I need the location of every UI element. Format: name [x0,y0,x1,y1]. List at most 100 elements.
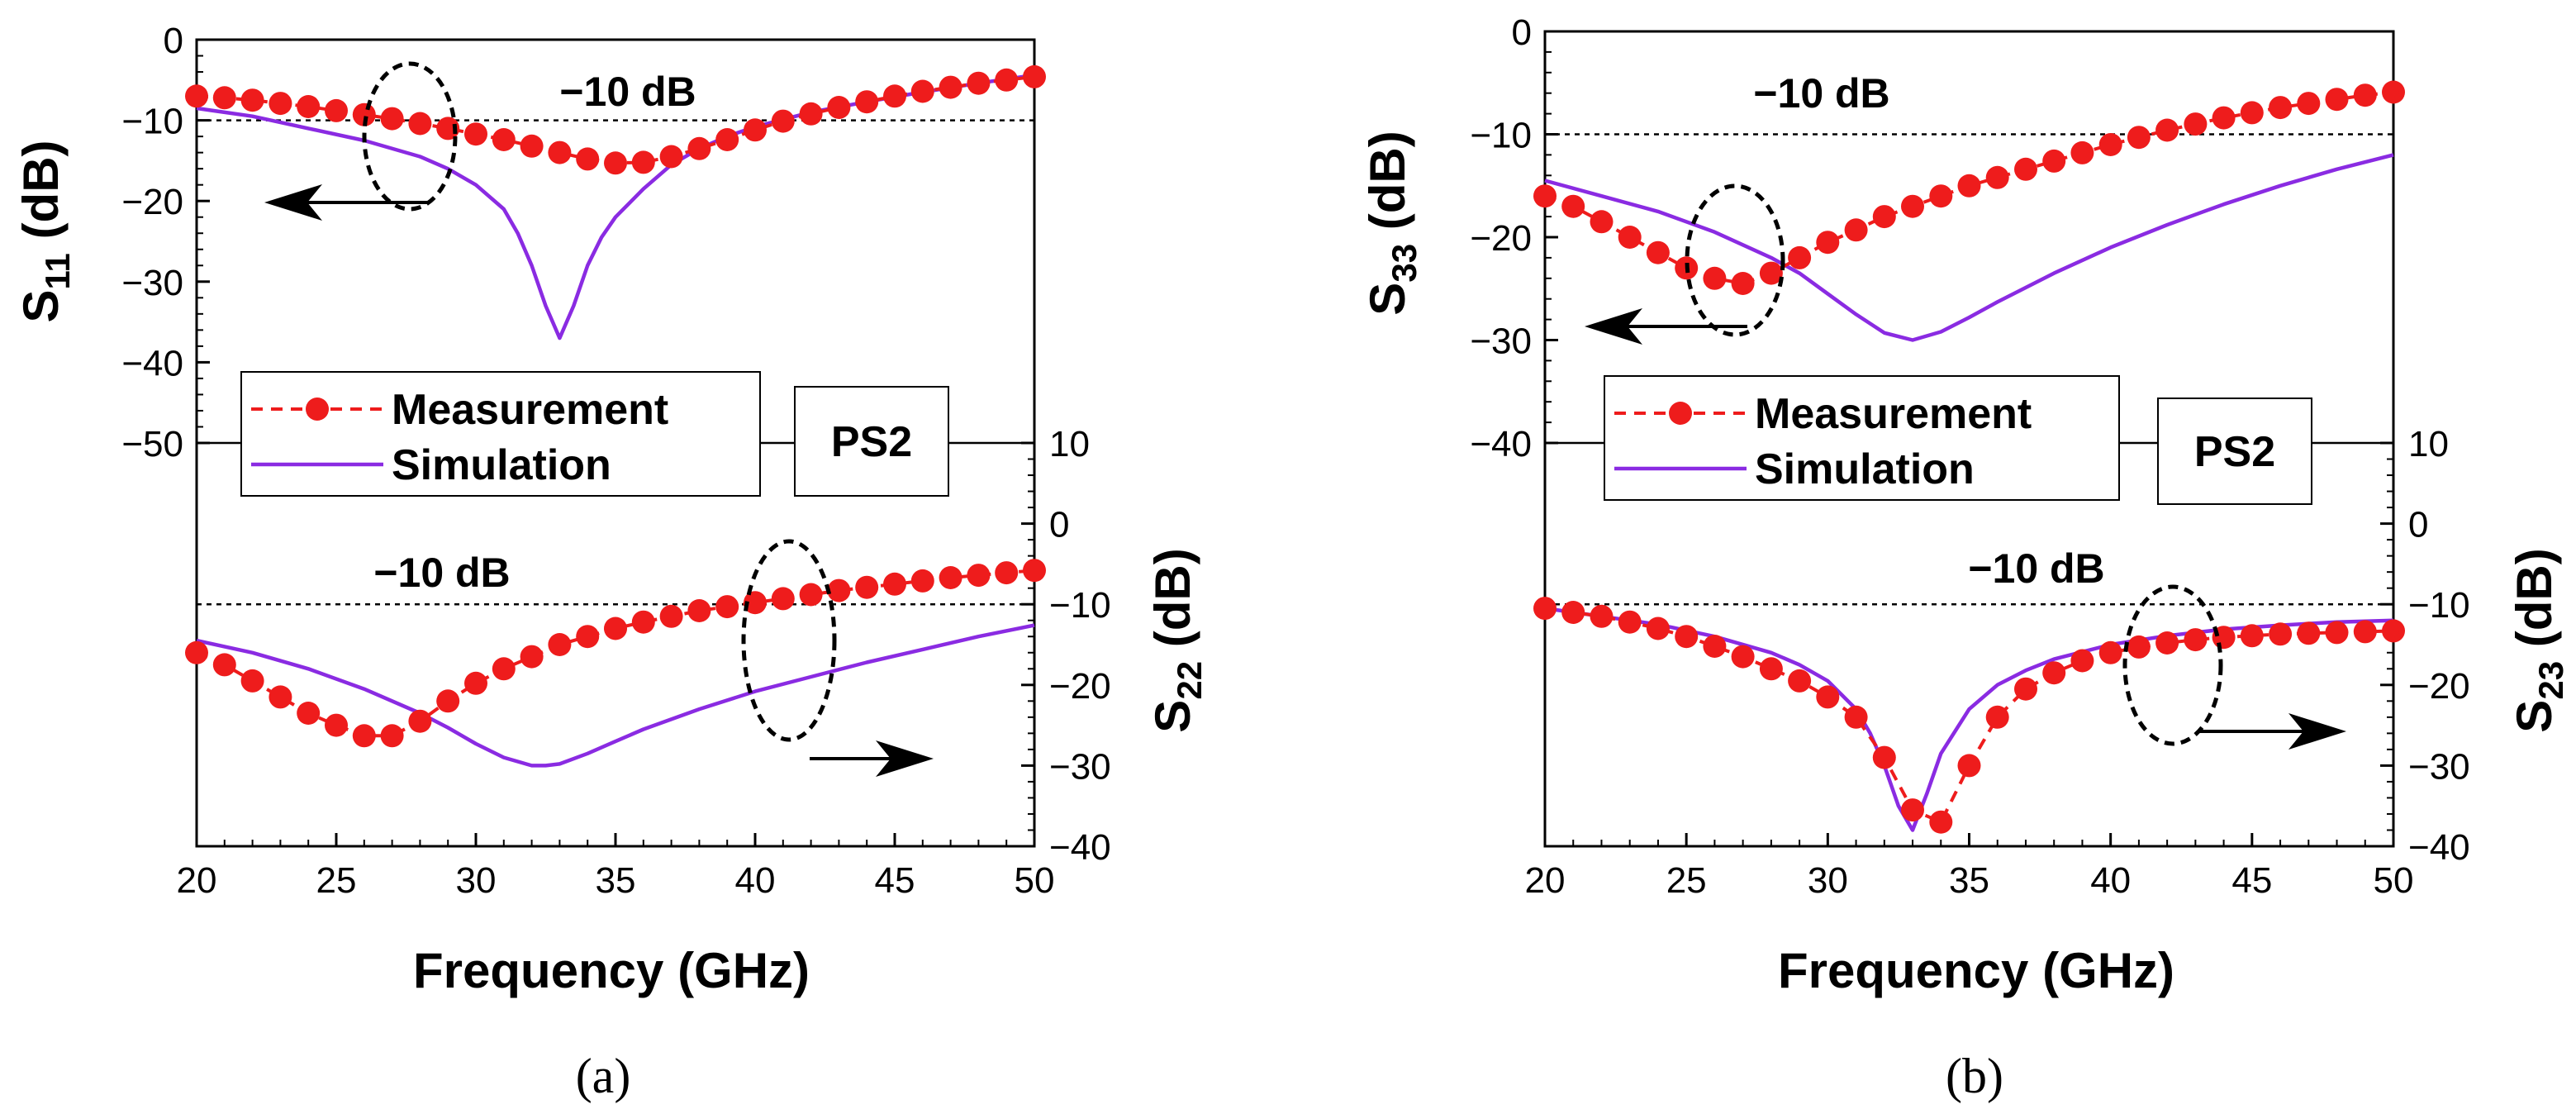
ps-label: PS2 [2194,428,2275,476]
bottom-axis-arrow-head [876,740,934,777]
top-measurement-point [2240,101,2264,125]
bottom-ref-label: −10 dB [373,550,510,596]
bottom-simulation-line [196,623,1035,768]
bottom-measurement-point [1957,754,1981,778]
y-bottom-axis-title: S23 (dB) [2507,548,2570,732]
top-measurement-point [2042,149,2066,173]
bottom-measurement-point [1985,705,2009,729]
y-top-axis-title: S11 (dB) [13,140,77,322]
top-measurement-point [352,102,376,126]
y-bottom-axis-subscript: 23 [2531,661,2570,700]
top-measurement-point [2382,80,2405,104]
top-measurement-point [1646,240,1670,264]
bottom-measurement-point [1675,625,1699,649]
y-bottom-axis-unit: (dB) [2507,548,2562,661]
y-top-axis-subscript: 11 [38,253,77,289]
y-bottom-tick-label: −30 [2408,746,2470,787]
legend-box [1604,375,2120,501]
bottom-measurement-point [1816,685,1840,709]
top-measurement-point [1703,266,1727,290]
bottom-measurement-point [910,569,934,593]
bottom-measurement-point [1844,705,1868,729]
top-measurement-point [883,84,906,108]
y-top-tick-label: 0 [1512,12,1532,53]
top-measurement-point [1844,218,1868,242]
y-bottom-tick-label: 10 [1049,424,1090,464]
bottom-measurement-point [464,671,487,695]
bottom-measurement-point [297,702,321,725]
ps-label-box [2157,398,2312,505]
y-top-axis-unit: (dB) [13,140,69,253]
top-measurement-point [1561,194,1585,218]
x-tick-label: 45 [2231,860,2272,901]
top-measurement-point [687,136,711,160]
bottom-measurement-point [1646,617,1670,640]
top-simulation-line [1544,153,2394,342]
y-bottom-tick-label: −40 [1049,827,1111,868]
top-measurement-point [297,95,321,118]
y-top-tick-label: −40 [121,343,183,383]
bottom-measurement-point [2127,635,2151,659]
bottom-measurement-point [436,689,460,713]
bottom-simulation-line [1544,606,2394,832]
bottom-measurement-point [576,625,600,649]
bottom-measurement-point [2382,619,2405,643]
top-measurement-point [604,151,627,175]
bottom-measurement-point [659,604,683,628]
top-curve-marker-ellipse [362,61,458,212]
bottom-measurement-point [2098,640,2122,664]
y-bottom-tick-label: 0 [1049,505,1069,545]
top-measurement-point [2269,96,2293,120]
bottom-measurement-point [185,640,208,664]
bottom-measurement-point [604,617,627,640]
bottom-measurement-point [967,564,991,588]
bottom-measurement-point [2240,624,2264,648]
bottom-measurement-point [1901,798,1924,822]
x-tick-label: 20 [177,860,217,901]
x-tick-label: 35 [596,860,636,901]
top-measurement-point [2353,83,2377,107]
bottom-measurement-point [883,572,906,596]
legend-measurement-label: Measurement [1755,390,2032,438]
top-measurement-point [1759,261,1783,285]
y-top-tick-label: −50 [121,424,183,464]
bottom-measurement-point [352,724,376,748]
top-measurement-point [744,118,767,142]
legend-measurement-marker [1669,402,1692,425]
bottom-axis-arrow-head [2288,713,2346,750]
bottom-measurement-point [1788,669,1812,693]
bottom-measurement-point [715,595,739,619]
y-top-tick-label: −20 [121,182,183,222]
top-measurement-point [1533,184,1557,208]
legend-box [240,371,761,497]
bottom-ref-label: −10 dB [1968,545,2104,592]
top-measurement-point [2297,92,2321,116]
panel-a-xlabel: Frequency (GHz) [413,943,810,998]
bottom-measurement-point [380,724,404,748]
bottom-measurement-point [2325,621,2349,645]
bottom-measurement-point [1872,745,1896,769]
top-measurement-point [2127,126,2151,150]
top-measurement-point [855,90,879,114]
y-top-tick-label: −10 [1470,116,1532,156]
top-measurement-point [2212,106,2236,130]
top-axis-arrow-head [1585,308,1642,345]
top-measurement-point [1901,194,1924,218]
bottom-measurement-point [1731,645,1755,669]
legend-measurement-marker [306,398,329,421]
panel-a: (a) Frequency (GHz) 20 25 30 35 40 45 50 0 −10 −2… [13,21,1209,1103]
top-measurement-point [520,134,544,158]
bottom-measurement-point [939,566,962,589]
top-axis-arrow-head [264,184,322,221]
top-measurement-point [827,96,851,119]
panel-a-caption: (a) [576,1049,631,1103]
top-measurement-point [408,112,432,136]
top-measurement-point [1929,184,1953,208]
bottom-measurement-point [1590,604,1614,628]
bottom-measurement-point [744,591,767,615]
ps-label: PS2 [831,418,912,466]
x-tick-label: 40 [735,860,776,901]
top-measurement-point [380,107,404,131]
bottom-measurement-point [520,645,544,669]
